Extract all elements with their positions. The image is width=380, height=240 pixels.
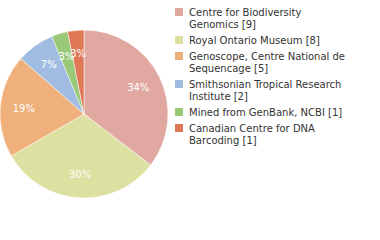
legend-label: Canadian Centre for DNABarcoding [1]	[189, 123, 315, 146]
legend-label-line: Institute [2]	[189, 91, 248, 102]
legend-label: Royal Ontario Museum [8]	[189, 35, 320, 46]
legend-label-line: Canadian Centre for DNA	[189, 123, 315, 134]
legend-swatch	[175, 52, 183, 60]
data-label: 7%	[41, 59, 57, 70]
legend-label: Mined from GenBank, NCBI [1]	[189, 107, 342, 118]
pie	[0, 30, 168, 198]
legend-label-line: Centre for Biodiversity	[189, 7, 302, 18]
legend-swatch	[175, 108, 183, 116]
legend-label: Genoscope, Centre National deSequencage …	[189, 51, 345, 74]
legend-label-line: Barcoding [1]	[189, 135, 257, 146]
legend-label: Smithsonian Tropical ResearchInstitute […	[189, 79, 341, 102]
legend: Centre for BiodiversityGenomics [9] Royal…	[175, 7, 345, 146]
data-label: 30%	[69, 169, 91, 180]
chart: 34%30%19%7%3%3%Centre for BiodiversityGe…	[0, 0, 380, 240]
legend-label-line: Sequencage [5]	[189, 63, 268, 74]
legend-label-line: Genoscope, Centre National de	[189, 51, 345, 62]
legend-swatch	[175, 124, 183, 132]
data-label: 19%	[13, 103, 35, 114]
legend-label-line: Smithsonian Tropical Research	[189, 79, 341, 90]
pie-slice	[68, 30, 84, 114]
legend-swatch	[175, 36, 183, 44]
legend-label-line: Mined from GenBank, NCBI [1]	[189, 107, 342, 118]
legend-label-line: Royal Ontario Museum [8]	[189, 35, 320, 46]
data-labels: 34%30%19%7%3%3%	[13, 48, 150, 180]
legend-swatch	[175, 8, 183, 16]
legend-label-line: Genomics [9]	[189, 19, 256, 30]
legend-label: Centre for BiodiversityGenomics [9]	[189, 7, 302, 30]
data-label: 34%	[127, 82, 149, 93]
legend-swatch	[175, 80, 183, 88]
data-label: 3%	[70, 48, 86, 59]
